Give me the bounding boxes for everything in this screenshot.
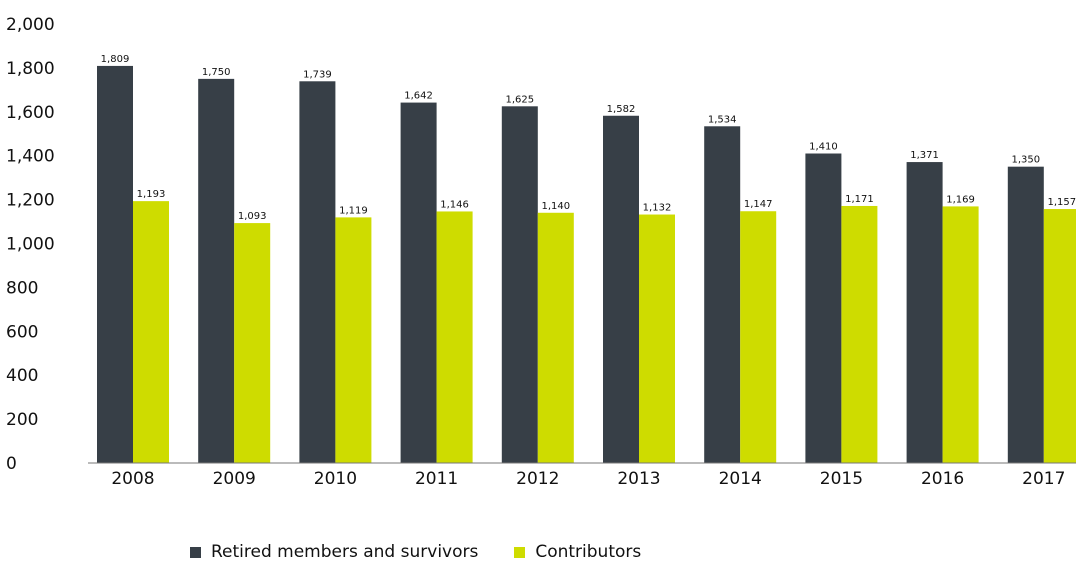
y-tick-label: 800 xyxy=(6,278,38,298)
data-label-contributors-2016: 1,169 xyxy=(946,194,975,205)
bar-contributors-2010 xyxy=(335,217,372,463)
data-label-contributors-2010: 1,119 xyxy=(339,205,368,216)
bar-contributors-2016 xyxy=(942,206,979,464)
data-labels-group: 1,809 1,193 1,750 1,093 1,739 1,119 1,642 1,146… xyxy=(101,54,1076,222)
x-tick-label-2010: 2010 xyxy=(314,469,357,489)
legend-item-retired: Retired members and survivors xyxy=(190,542,478,562)
x-tick-label-2014: 2014 xyxy=(719,469,762,489)
bar-contributors-2008 xyxy=(133,201,169,463)
y-tick-label: 200 xyxy=(6,410,38,430)
y-tick-label: 1,800 xyxy=(6,59,55,79)
y-axis-ticks: 0 200 400 600 800 1,000 1,200 1,400 1,600 1,800 2,… xyxy=(6,15,55,474)
y-tick-label: 0 xyxy=(6,454,17,474)
bar-retired-2010 xyxy=(299,81,336,464)
x-tick-label-2015: 2015 xyxy=(820,469,863,489)
bar-retired-2012 xyxy=(501,106,538,463)
legend: Retired members and survivors Contributo… xyxy=(190,542,641,562)
bar-retired-2014 xyxy=(704,126,741,464)
bar-retired-2008 xyxy=(97,65,133,463)
legend-swatch-retired xyxy=(190,546,201,558)
data-label-retired-2009: 1,750 xyxy=(202,67,231,78)
data-label-retired-2012: 1,625 xyxy=(505,94,534,105)
bars-group xyxy=(97,65,1076,464)
data-label-contributors-2017: 1,157 xyxy=(1047,197,1076,208)
y-tick-label: 1,200 xyxy=(6,191,55,211)
y-tick-label: 400 xyxy=(6,366,38,386)
bar-contributors-2012 xyxy=(537,212,574,463)
bar-retired-2015 xyxy=(805,153,842,463)
bar-contributors-2009 xyxy=(234,223,271,463)
data-label-retired-2014: 1,534 xyxy=(708,114,737,125)
data-label-contributors-2009: 1,093 xyxy=(238,211,267,222)
bar-contributors-2017 xyxy=(1043,209,1076,463)
data-label-contributors-2013: 1,132 xyxy=(643,203,672,214)
data-label-contributors-2014: 1,147 xyxy=(744,199,773,210)
legend-swatch-contributors xyxy=(514,546,526,558)
y-tick-label: 600 xyxy=(6,322,38,342)
data-label-retired-2010: 1,739 xyxy=(303,69,332,80)
bar-contributors-2015 xyxy=(841,205,878,463)
legend-label-retired: Retired members and survivors xyxy=(211,542,479,562)
bar-retired-2009 xyxy=(198,78,235,463)
x-tick-label-2008: 2008 xyxy=(111,469,154,489)
y-tick-label: 1,600 xyxy=(6,103,55,123)
x-tick-label-2011: 2011 xyxy=(415,469,458,489)
data-label-contributors-2011: 1,146 xyxy=(440,199,469,210)
bar-contributors-2011 xyxy=(436,211,473,463)
y-tick-label: 2,000 xyxy=(6,15,55,35)
data-label-retired-2015: 1,410 xyxy=(809,142,838,153)
bar-chart: 0 200 400 600 800 1,000 1,200 1,400 1,600 1,800 2,… xyxy=(6,15,1076,489)
bar-retired-2011 xyxy=(400,102,437,464)
bar-contributors-2014 xyxy=(740,211,777,463)
legend-label-contributors: Contributors xyxy=(535,542,642,562)
data-label-retired-2013: 1,582 xyxy=(607,104,636,115)
bar-retired-2013 xyxy=(603,115,639,463)
bar-retired-2017 xyxy=(1007,166,1044,464)
data-label-retired-2017: 1,350 xyxy=(1011,155,1040,166)
y-tick-label: 1,400 xyxy=(6,147,55,167)
x-tick-label-2016: 2016 xyxy=(921,469,964,489)
x-tick-label-2009: 2009 xyxy=(213,469,256,489)
bar-contributors-2013 xyxy=(639,214,675,463)
x-tick-label-2012: 2012 xyxy=(516,469,559,489)
x-tick-label-2017: 2017 xyxy=(1022,469,1065,489)
x-axis-ticks: 2008 2009 2010 2011 2012 2013 2014 2015 2016 2017 xyxy=(111,469,1065,489)
data-label-retired-2016: 1,371 xyxy=(910,150,939,161)
y-tick-label: 1,000 xyxy=(6,235,55,255)
data-label-retired-2008: 1,809 xyxy=(101,54,130,65)
data-label-contributors-2008: 1,193 xyxy=(137,189,166,200)
x-tick-label-2013: 2013 xyxy=(617,469,660,489)
bar-retired-2016 xyxy=(906,162,943,464)
data-label-contributors-2012: 1,140 xyxy=(541,201,570,212)
data-label-contributors-2015: 1,171 xyxy=(845,194,874,205)
data-label-retired-2011: 1,642 xyxy=(404,91,433,102)
legend-item-contributors: Contributors xyxy=(514,542,641,562)
